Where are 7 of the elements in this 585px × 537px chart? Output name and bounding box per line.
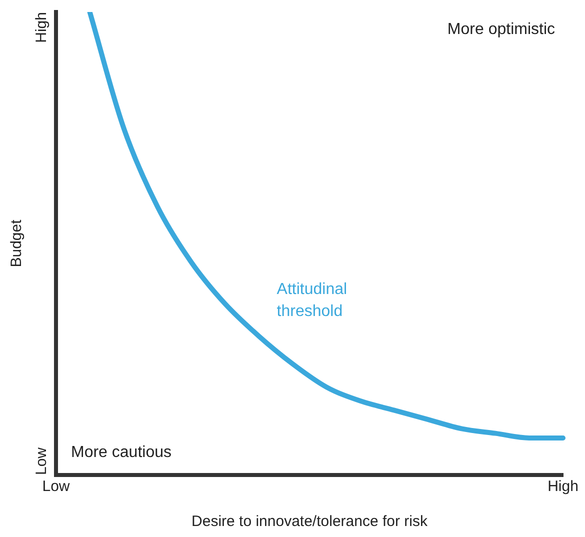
x-axis-title: Desire to innovate/tolerance for risk: [192, 513, 428, 530]
annotation: More cautious: [71, 444, 172, 461]
annotation: More optimistic: [447, 21, 555, 38]
text: High: [33, 12, 50, 43]
y-axis-title: Budget: [8, 218, 26, 268]
series-label: Attitudinal threshold: [276, 281, 348, 320]
text: Low: [33, 447, 50, 475]
